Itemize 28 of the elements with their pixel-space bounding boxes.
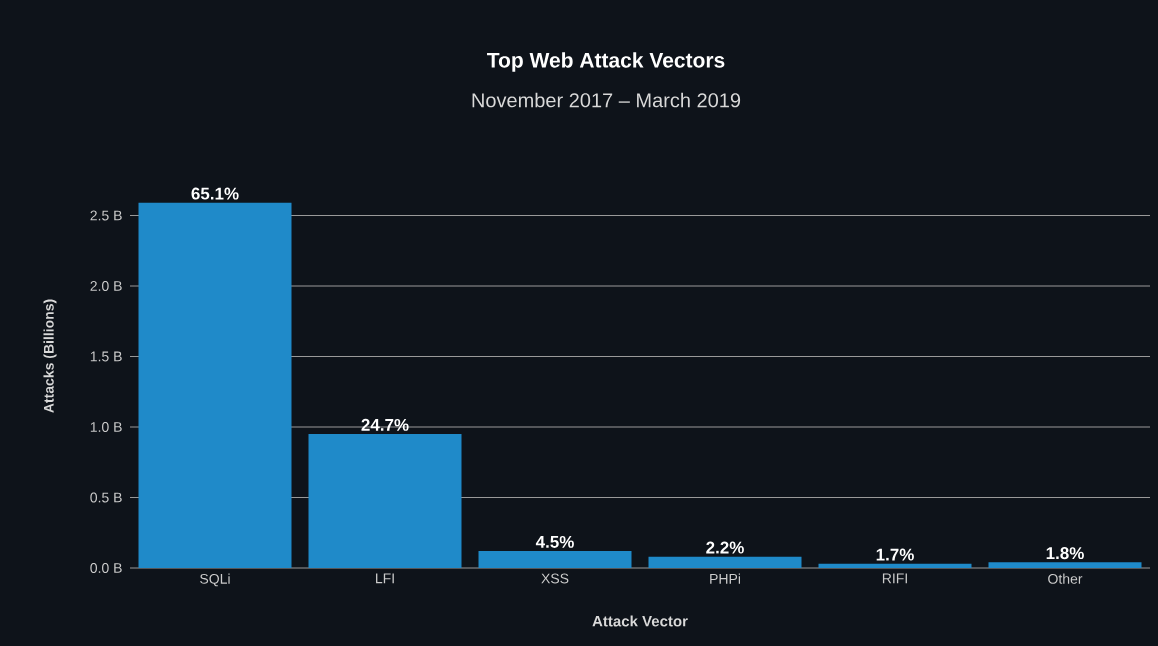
- y-tick-label: 0.5 B: [90, 492, 122, 503]
- annotation: 24.7%: [361, 418, 409, 431]
- annotation: 2.2%: [706, 541, 744, 554]
- y-axis-title: Attacks (Billions): [43, 299, 57, 413]
- bar: [988, 562, 1142, 568]
- x-tick-label: SQLi: [200, 573, 230, 587]
- bar: [478, 551, 632, 568]
- y-tick-label: 1.0 B: [90, 422, 122, 432]
- bar: [648, 556, 802, 568]
- x-tick-label: LFI: [376, 573, 394, 584]
- y-tick-label: 2.0 B: [90, 281, 122, 291]
- annotation: 1.8%: [1046, 547, 1084, 560]
- x-tick-label: RIFI: [882, 573, 907, 584]
- chart-title: Top Web Attack Vectors: [487, 52, 725, 72]
- y-tick-label: 1.5 B: [90, 351, 122, 362]
- annotation: 4.5%: [535, 535, 574, 548]
- y-tick-label: 2.5 B: [90, 210, 122, 221]
- bar: [308, 434, 462, 568]
- annotation: 65.1%: [191, 187, 239, 200]
- x-tick-label: Other: [1048, 573, 1083, 584]
- chart-subtitle: November 2017 – March 2019: [472, 92, 741, 108]
- x-tick-label: XSS: [541, 573, 569, 584]
- y-tick-label: 0.0 B: [90, 563, 122, 573]
- annotation: 1.7%: [876, 548, 914, 561]
- x-tick-label: PHPi: [710, 573, 740, 584]
- bar: [818, 563, 972, 568]
- x-axis-title: Attack Vector: [592, 615, 688, 627]
- bar: [138, 202, 292, 568]
